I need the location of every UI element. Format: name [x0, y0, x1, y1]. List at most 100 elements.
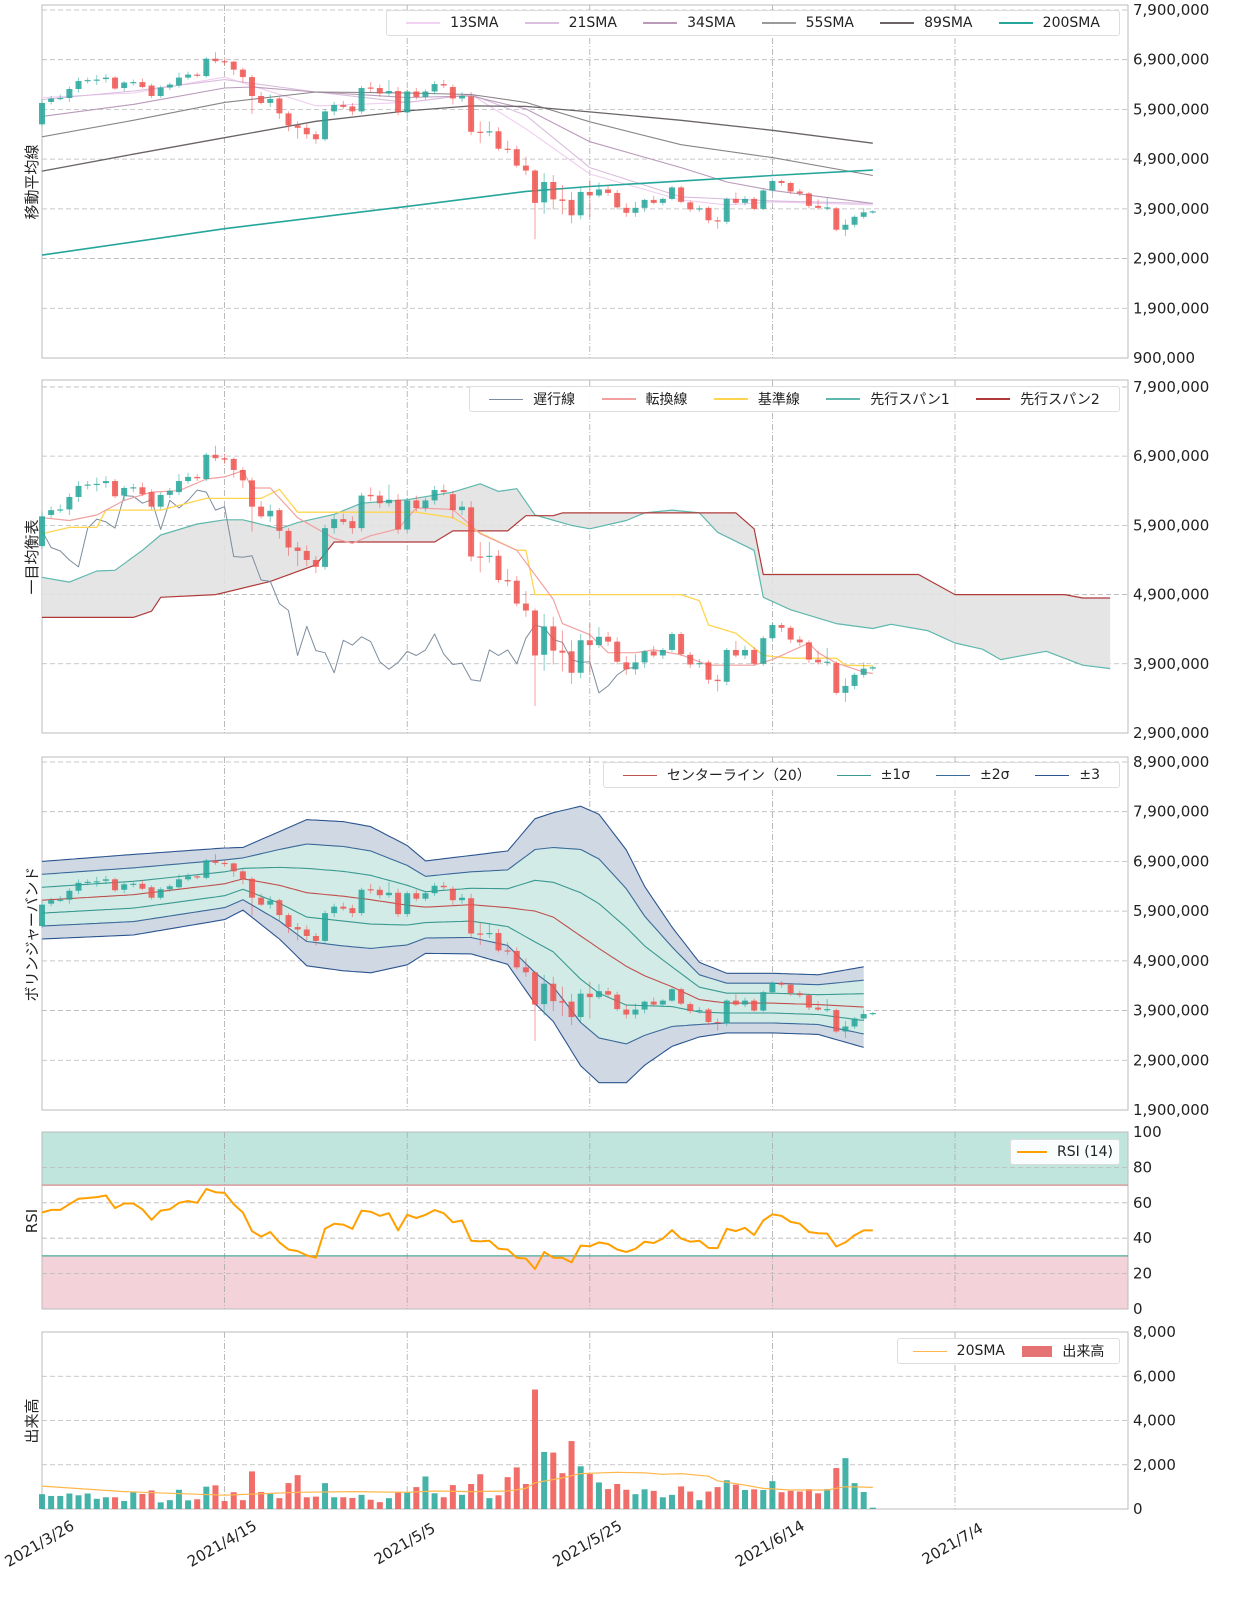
y-title-volume: 出来高: [23, 1398, 41, 1444]
volume-bar: [285, 1483, 292, 1509]
candle: [66, 493, 73, 515]
candle-body: [303, 127, 310, 135]
candle: [449, 886, 456, 907]
candle-body: [84, 484, 91, 486]
candle-body: [723, 198, 730, 222]
candle: [815, 199, 822, 210]
candle: [705, 206, 712, 224]
y-tick-label: 4,000: [1133, 1412, 1176, 1430]
line-plus-3sigma: [41, 805, 864, 976]
sma-axes: 900,000 1,900,000 2,900,000 3,900,000 4,900,…: [41, 1, 1209, 367]
candle-body: [787, 627, 794, 640]
candle-body: [705, 662, 712, 680]
x-tick-label: 2021/6/14: [732, 1517, 808, 1571]
legend-label: 20SMA: [956, 1343, 1006, 1359]
x-tick-label: 2021/7/4: [919, 1519, 986, 1568]
volume-bar: [641, 1489, 648, 1509]
candle: [221, 859, 228, 867]
candle: [395, 87, 402, 116]
candle-body: [559, 199, 566, 201]
candle-body: [787, 984, 794, 994]
candle: [194, 72, 201, 78]
candle-body: [732, 198, 739, 203]
candle-body: [486, 131, 493, 133]
legend-item-1sigma: ±1σ: [836, 767, 910, 783]
candle: [376, 886, 383, 899]
candle: [641, 1000, 648, 1014]
candle-body: [705, 1009, 712, 1022]
candle: [458, 92, 465, 102]
y-tick-label: 7,900,000: [1133, 1, 1209, 19]
candle-body: [477, 933, 484, 935]
volume-bar: [796, 1491, 803, 1509]
legend-label: 先行スパン1: [870, 392, 950, 408]
legend-swatch: [601, 398, 636, 400]
candle: [678, 987, 685, 1006]
volume-bar: [842, 1458, 849, 1509]
candle-body: [121, 884, 128, 890]
candle: [468, 501, 475, 562]
y-tick-label: 900,000: [1133, 349, 1195, 367]
volume-bar: [139, 1493, 146, 1509]
candle: [842, 678, 849, 702]
volume-bar: [185, 1500, 192, 1509]
candle-body: [577, 640, 584, 673]
candle-body: [833, 663, 840, 693]
legend-swatch: [622, 774, 657, 776]
candle-body: [385, 892, 392, 896]
legend-bollinger: センターライン（20） ±1σ ±2σ ±3: [603, 762, 1120, 788]
legend-item-senkou-a: 先行スパン1: [826, 389, 950, 409]
candle-body: [532, 610, 539, 656]
candle: [614, 637, 621, 665]
candle-body: [294, 927, 301, 930]
volume-bar: [203, 1486, 210, 1509]
volume: [39, 1389, 876, 1509]
candle-body: [258, 506, 265, 517]
candle: [449, 490, 456, 519]
legend-rsi: RSI (14): [1010, 1139, 1120, 1165]
candle-body: [869, 667, 876, 669]
volume-bar: [449, 1485, 456, 1509]
volume-bar: [121, 1501, 128, 1509]
candle: [102, 875, 109, 885]
candle-body: [175, 879, 182, 888]
candle: [166, 487, 173, 499]
candle-body: [842, 224, 849, 230]
candle: [75, 77, 82, 93]
y-tick-label: 8,900,000: [1133, 753, 1209, 771]
candle-body: [705, 207, 712, 221]
candle-body: [185, 876, 192, 880]
candle-body: [550, 181, 557, 200]
candle: [522, 591, 529, 617]
candle: [294, 923, 301, 941]
candle-body: [815, 659, 822, 663]
candle-body: [312, 559, 319, 567]
candle: [851, 215, 858, 228]
candle: [440, 484, 447, 496]
candle-body: [166, 490, 173, 495]
legend-label: センターライン（20）: [666, 768, 811, 784]
candle-body: [751, 649, 758, 664]
candle: [659, 647, 666, 659]
candle-body: [568, 199, 575, 216]
candle: [458, 893, 465, 904]
candle-body: [687, 202, 694, 210]
legend-item-200sma: 200SMA: [998, 15, 1100, 31]
candle: [230, 60, 237, 76]
candle-body: [659, 1000, 666, 1005]
candle-body: [285, 530, 292, 548]
candle: [358, 887, 365, 916]
candle: [869, 1012, 876, 1016]
bollinger: [41, 805, 864, 1084]
candle-body: [258, 95, 265, 103]
y-title-sma: 移動平均線: [23, 144, 41, 220]
candle-body: [760, 638, 767, 664]
candle: [705, 1008, 712, 1025]
candle-body: [203, 860, 210, 878]
candle-body: [367, 87, 374, 89]
candle-body: [84, 80, 91, 82]
candle-body: [157, 87, 164, 96]
candle: [477, 923, 484, 945]
ichimoku-plot-frame: [41, 379, 1129, 734]
candle: [285, 111, 292, 132]
